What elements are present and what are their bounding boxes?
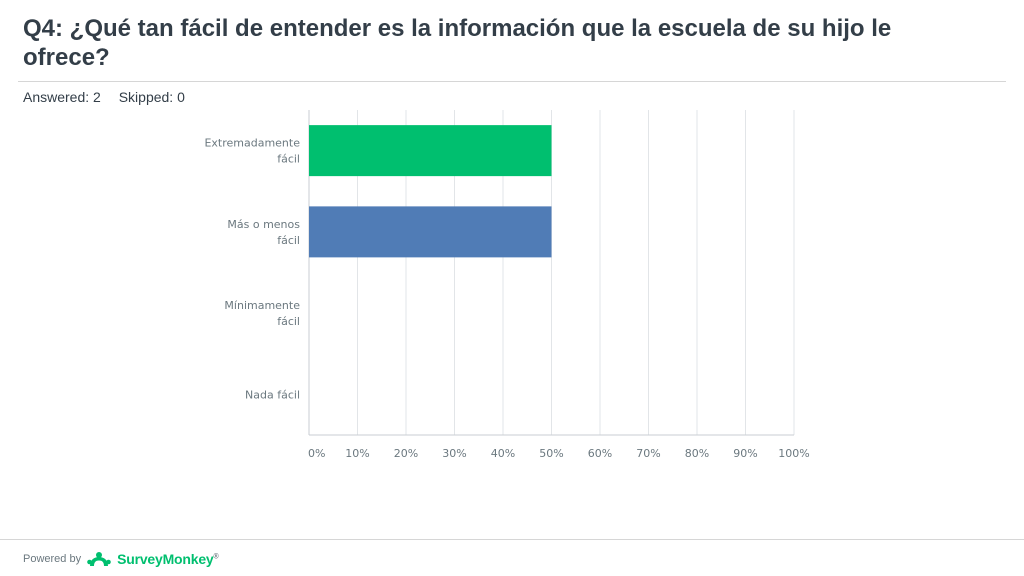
bar (309, 125, 552, 177)
answered-count: Answered: 2 (23, 89, 101, 105)
category-label: Más o menos fácil (227, 218, 300, 247)
x-tick-label: 30% (442, 447, 466, 460)
skipped-count: Skipped: 0 (118, 89, 185, 105)
x-tick-label: 0% (308, 447, 325, 460)
bar (309, 206, 552, 258)
x-tick-label: 80% (685, 447, 709, 460)
footer-divider (0, 539, 1024, 540)
surveymonkey-logo-icon (87, 552, 111, 566)
category-label: Mínimamente fácil (224, 299, 300, 328)
title-divider (18, 81, 1006, 82)
x-tick-label: 40% (491, 447, 515, 460)
powered-by-label: Powered by (23, 553, 82, 565)
category-label-line: Mínimamente (224, 299, 300, 312)
category-label-line: Extremadamente (204, 137, 300, 150)
footer: Powered by SurveyMonkey® (23, 550, 219, 568)
x-tick-label: 90% (733, 447, 757, 460)
category-label: Extremadamente fácil (204, 137, 300, 166)
category-label-line: fácil (277, 153, 300, 166)
category-label-line: Nada fácil (245, 388, 300, 401)
x-tick-label: 70% (636, 447, 660, 460)
x-tick-label: 10% (345, 447, 369, 460)
brand-name: SurveyMonkey (117, 551, 214, 567)
category-label-line: fácil (277, 315, 300, 328)
response-stats: Answered: 2 Skipped: 0 (23, 89, 199, 105)
x-tick-label: 20% (394, 447, 418, 460)
category-label: Nada fácil (245, 388, 300, 401)
x-tick-label: 50% (539, 447, 563, 460)
category-label-line: fácil (277, 234, 300, 247)
question-title: Q4: ¿Qué tan fácil de entender es la inf… (23, 15, 892, 71)
surveymonkey-brand: SurveyMonkey® (117, 551, 219, 567)
trademark: ® (213, 553, 219, 561)
x-tick-label: 100% (778, 447, 809, 460)
category-label-line: Más o menos (227, 218, 300, 231)
x-tick-label: 60% (588, 447, 612, 460)
